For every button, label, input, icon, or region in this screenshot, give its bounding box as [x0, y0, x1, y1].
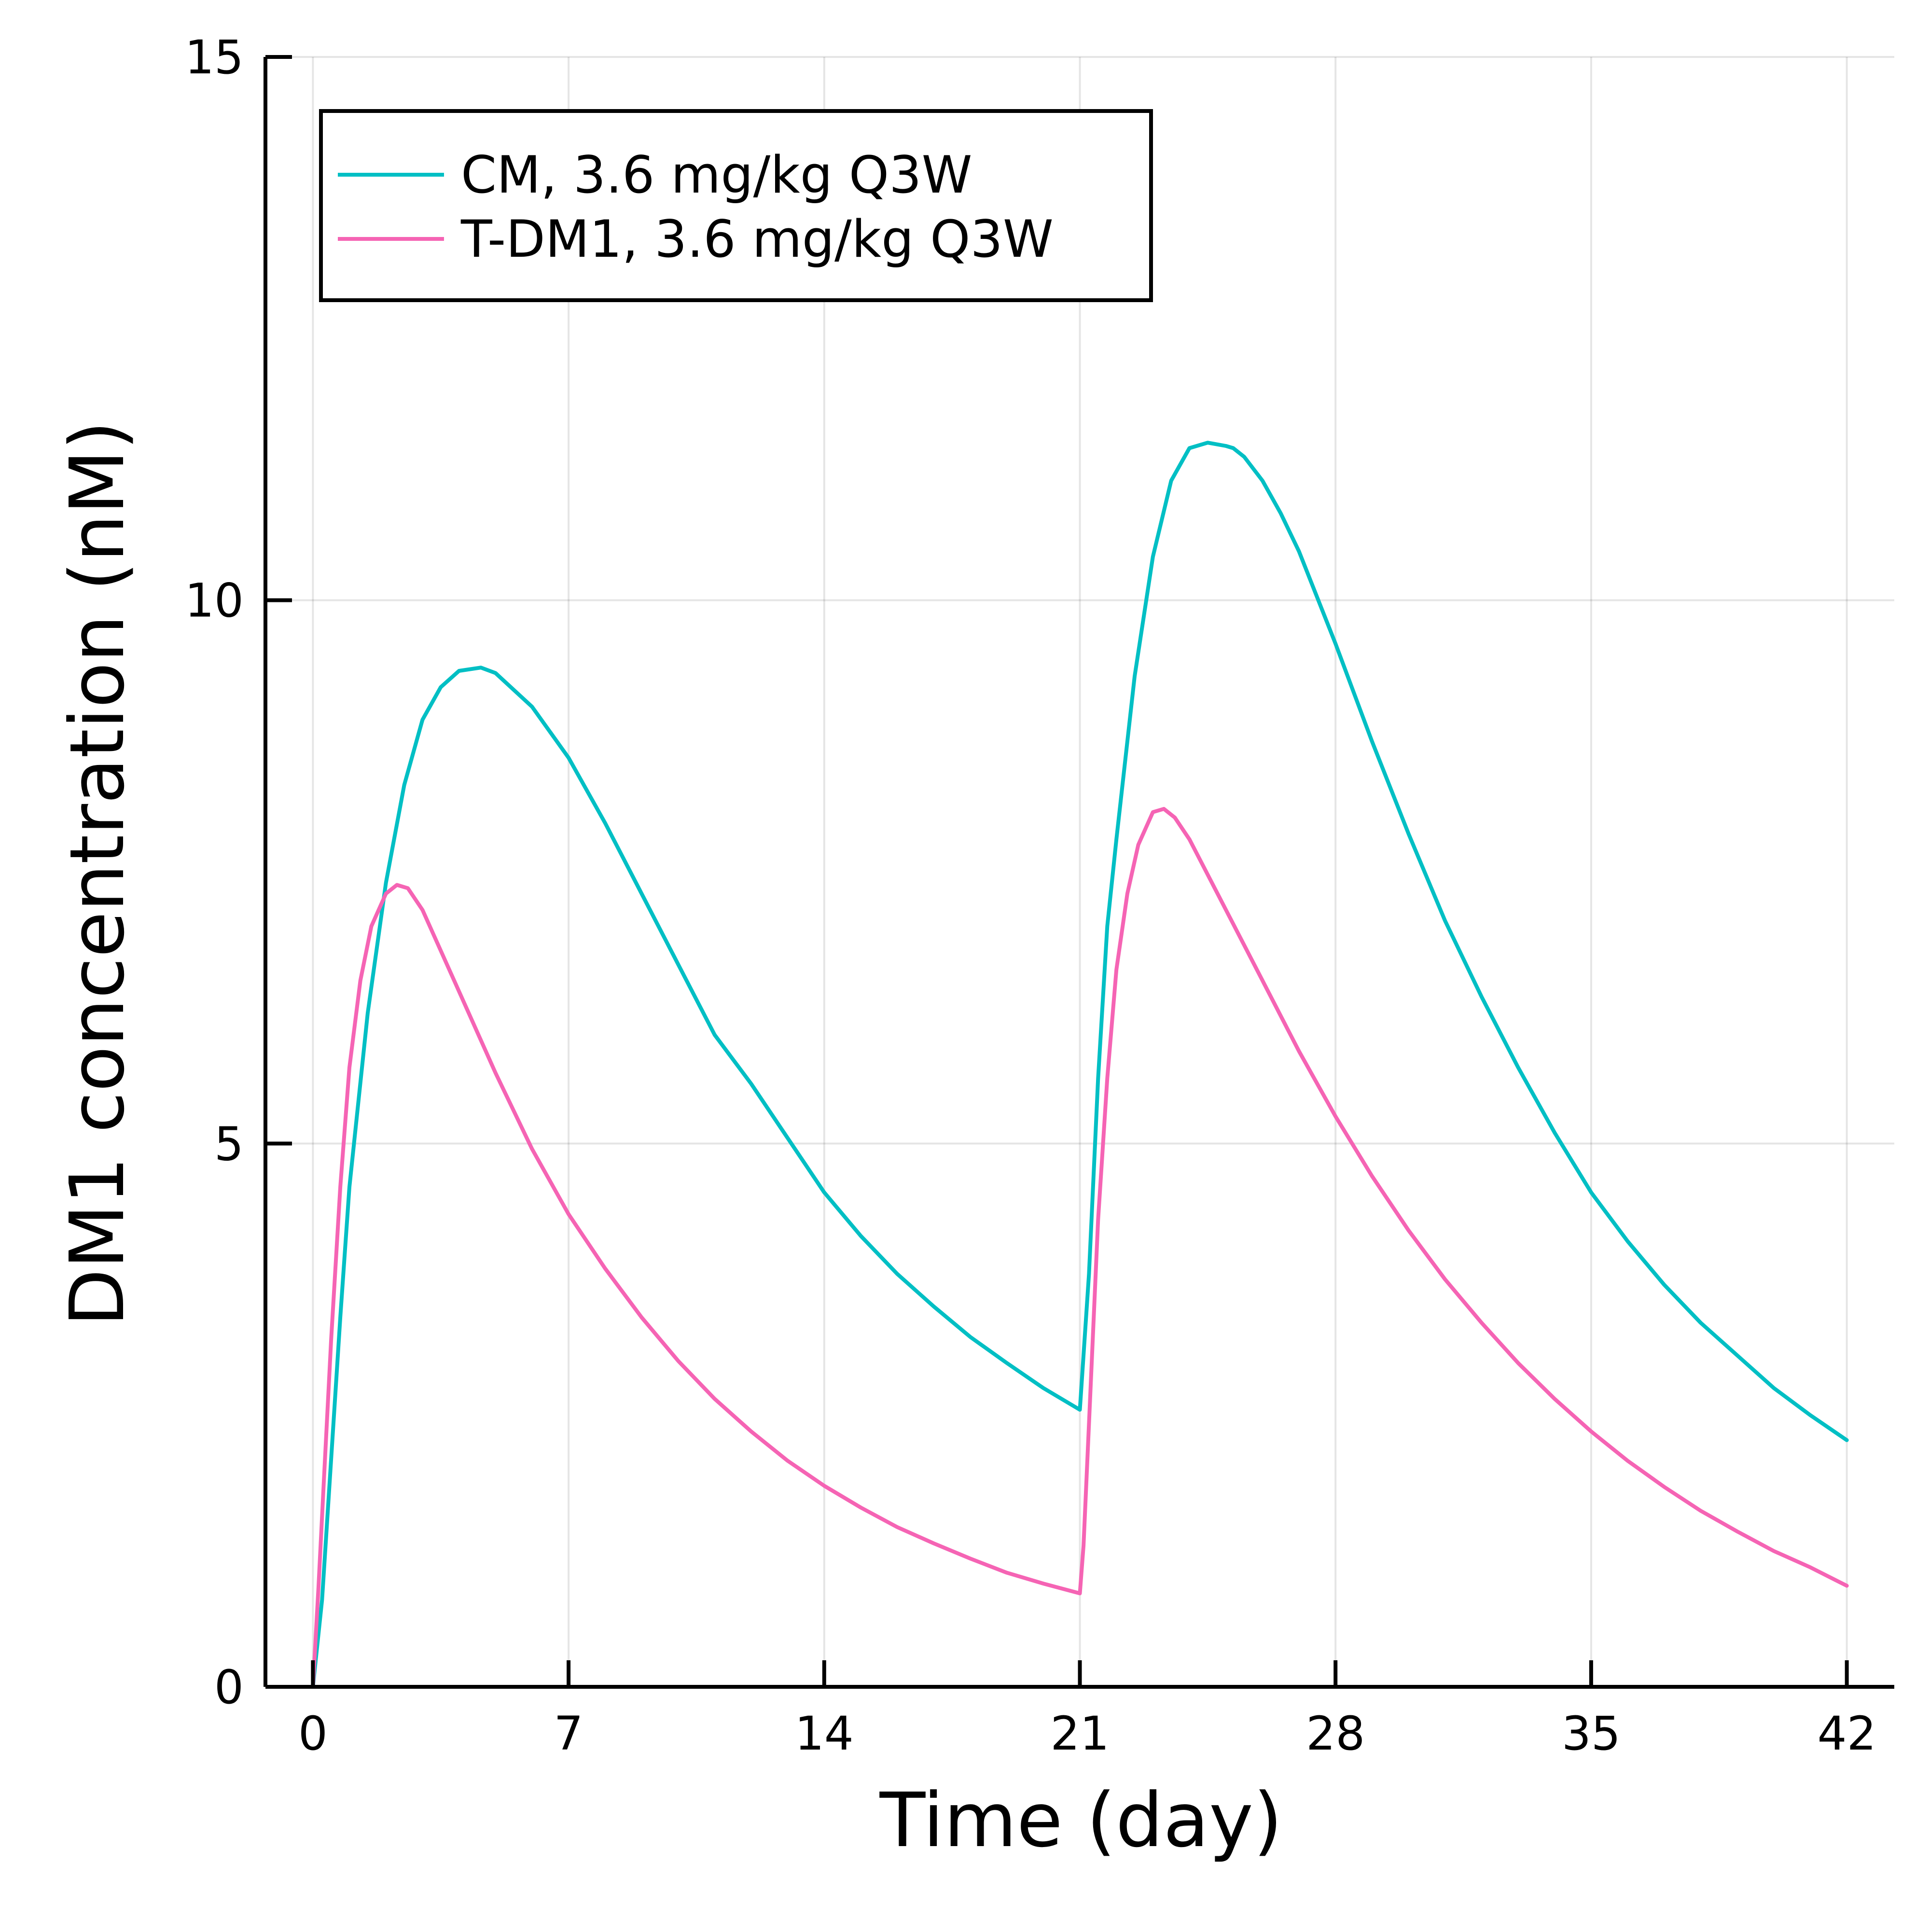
tick-labels: 0 7 14 21 28 35 42 0 5 10 15 [185, 30, 1876, 1761]
x-tick-label-0: 0 [298, 1707, 328, 1761]
x-tick-label-2: 14 [795, 1707, 854, 1761]
y-tick-label-0: 0 [214, 1660, 244, 1714]
x-tick-label-3: 21 [1050, 1707, 1109, 1761]
x-tick-label-1: 7 [554, 1707, 583, 1761]
y-tick-label-2: 10 [185, 574, 244, 628]
axes [264, 55, 1894, 1689]
series-line-0 [311, 441, 1849, 1689]
x-tick-label-4: 28 [1306, 1707, 1365, 1761]
legend-label-0: CM, 3.6 mg/kg Q3W [461, 145, 972, 205]
series-lines [311, 441, 1849, 1689]
y-tick-label-3: 15 [185, 30, 244, 84]
y-axis-title: DM1 concentration (nM) [54, 421, 141, 1327]
legend-box [319, 109, 1153, 302]
series-line-1 [311, 806, 1849, 1689]
x-tick-label-5: 35 [1562, 1707, 1621, 1761]
legend-label-1: T-DM1, 3.6 mg/kg Q3W [460, 209, 1054, 269]
y-tick-label-1: 5 [214, 1117, 244, 1171]
x-tick-label-6: 42 [1818, 1707, 1876, 1761]
x-axis-title: Time (day) [879, 1777, 1283, 1864]
